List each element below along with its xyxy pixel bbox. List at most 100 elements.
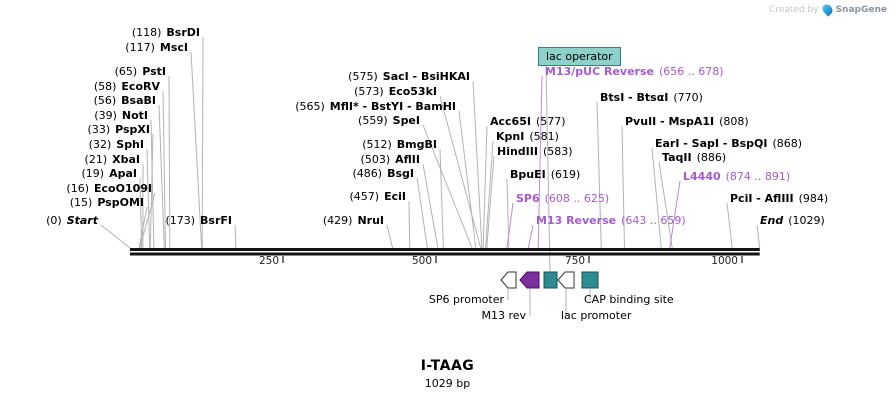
cap-binding-site-box[interactable] bbox=[581, 271, 599, 289]
enzyme-position: (58) bbox=[93, 80, 117, 93]
enzyme-label-sp6[interactable]: SP6 (608 .. 625) bbox=[516, 193, 609, 205]
feature-caption-cap-binding-site[interactable]: CAP binding site bbox=[584, 293, 674, 306]
lac-operator-leader-line bbox=[545, 64, 551, 272]
enzyme-label-pcii-afliii[interactable]: PciI - AflIII (984) bbox=[730, 193, 828, 205]
enzyme-position: (118) bbox=[131, 26, 162, 39]
enzyme-position: (608 .. 625) bbox=[544, 192, 610, 205]
leader-line bbox=[658, 161, 673, 249]
enzyme-label-m13-puc-reverse[interactable]: M13/pUC Reverse (656 .. 678) bbox=[545, 66, 724, 78]
enzyme-name: SpeI bbox=[392, 114, 420, 127]
sp6-promoter-arrow[interactable] bbox=[500, 271, 517, 289]
enzyme-label-kpni[interactable]: KpnI (581) bbox=[496, 131, 559, 143]
leader-line bbox=[482, 125, 488, 249]
enzyme-label-start[interactable]: (0) Start bbox=[46, 215, 98, 227]
enzyme-name: HindIII bbox=[497, 145, 538, 158]
enzyme-name: EciI bbox=[384, 190, 406, 203]
enzyme-position: (573) bbox=[354, 85, 384, 98]
enzyme-label-noti[interactable]: (39) NotI bbox=[94, 110, 148, 122]
enzyme-label-bsrfi[interactable]: (173) BsrFI bbox=[165, 215, 232, 227]
enzyme-label-spei[interactable]: (559) SpeI bbox=[358, 115, 420, 127]
enzyme-label-btsi-bts-i[interactable]: BtsI - BtsαI (770) bbox=[600, 92, 703, 104]
enzyme-position: (559) bbox=[358, 114, 388, 127]
feature-caption-sp6-promoter[interactable]: SP6 promoter bbox=[428, 293, 504, 306]
enzyme-position: (1029) bbox=[788, 214, 825, 227]
enzyme-name: NotI bbox=[121, 109, 148, 122]
enzyme-label-xbai[interactable]: (21) XbaI bbox=[85, 154, 140, 166]
enzyme-label-psti[interactable]: (65) PstI bbox=[115, 66, 166, 78]
feature-caption-m13-rev[interactable]: M13 rev bbox=[481, 309, 526, 322]
enzyme-name: Eco53kI bbox=[388, 85, 437, 98]
leader-line bbox=[439, 95, 482, 249]
credit-prefix-text: Created by bbox=[769, 4, 819, 15]
enzyme-name: SacI - BsiHKAI bbox=[382, 70, 470, 83]
enzyme-label-mfli-bstyi-bamhi[interactable]: (565) MflI* - BstYI - BamHI bbox=[295, 101, 456, 113]
enzyme-label-eco53ki[interactable]: (573) Eco53kI bbox=[354, 86, 437, 98]
leader-line bbox=[201, 36, 204, 249]
enzyme-position: (39) bbox=[94, 109, 117, 122]
enzyme-label-saci-bsihkai[interactable]: (575) SacI - BsiHKAI bbox=[348, 71, 470, 83]
leader-line bbox=[416, 177, 428, 249]
enzyme-position: (503) bbox=[360, 153, 391, 166]
enzyme-label-taqii[interactable]: TaqII (886) bbox=[662, 152, 726, 164]
enzyme-name: EarI - SapI - BspQI bbox=[655, 137, 768, 150]
enzyme-label-end[interactable]: End (1029) bbox=[760, 215, 825, 227]
lac-operator-box[interactable] bbox=[543, 271, 558, 289]
snapgene-credit: Created by SnapGene bbox=[769, 2, 887, 17]
title-block: I-TAAG 1029 bp bbox=[0, 358, 895, 390]
ruler-tick-label: 1000 bbox=[711, 255, 738, 267]
enzyme-label-msci[interactable]: (117) MscI bbox=[125, 42, 188, 54]
leader-line bbox=[537, 75, 543, 249]
enzyme-label-bsgi[interactable]: (486) BsgI bbox=[353, 168, 415, 180]
enzyme-label-ecii[interactable]: (457) EciI bbox=[350, 191, 407, 203]
leader-line bbox=[146, 148, 151, 249]
enzyme-label-acc65i[interactable]: Acc65I (577) bbox=[490, 116, 566, 128]
enzyme-name: M13 Reverse bbox=[536, 214, 617, 227]
leader-line bbox=[190, 51, 203, 249]
enzyme-name: XbaI bbox=[112, 153, 140, 166]
enzyme-name: SP6 bbox=[516, 192, 540, 205]
enzyme-label-pspxi[interactable]: (33) PspXI bbox=[88, 124, 150, 136]
leader-line bbox=[386, 224, 394, 249]
enzyme-label-bmgbi[interactable]: (512) BmgBI bbox=[362, 139, 437, 151]
leader-line bbox=[168, 75, 171, 249]
enzyme-label-ecoo109i[interactable]: (16) EcoO109I bbox=[66, 183, 152, 195]
enzyme-label-nrui[interactable]: (429) NruI bbox=[323, 215, 384, 227]
enzyme-position: (808) bbox=[719, 115, 749, 128]
enzyme-label-bsabi[interactable]: (56) BsaBI bbox=[94, 95, 156, 107]
enzyme-label-eari-sapi-bspqi[interactable]: EarI - SapI - BspQI (868) bbox=[655, 138, 802, 150]
enzyme-label-bpuei[interactable]: BpuEI (619) bbox=[510, 169, 580, 181]
enzyme-label-apai[interactable]: (19) ApaI bbox=[82, 168, 138, 180]
enzyme-name: TaqII bbox=[662, 151, 692, 164]
leader-line bbox=[621, 125, 625, 249]
leader-line bbox=[150, 119, 155, 249]
enzyme-position: (173) bbox=[165, 214, 196, 227]
enzyme-name: BtsI - BtsαI bbox=[600, 91, 669, 104]
enzyme-label-aflii[interactable]: (503) AflII bbox=[361, 154, 420, 166]
enzyme-label-bsrdi[interactable]: (118) BsrDI bbox=[132, 27, 200, 39]
m13-rev-arrow[interactable] bbox=[519, 271, 540, 289]
leader-line bbox=[138, 206, 148, 249]
enzyme-label-hindiii[interactable]: HindIII (583) bbox=[497, 146, 573, 158]
leader-line bbox=[506, 202, 514, 249]
enzyme-name: NruI bbox=[357, 214, 384, 227]
enzyme-label-sphi[interactable]: (32) SphI bbox=[89, 139, 144, 151]
lac-promoter-arrow[interactable] bbox=[557, 271, 575, 289]
enzyme-position: (21) bbox=[84, 153, 108, 166]
enzyme-position: (577) bbox=[535, 115, 566, 128]
enzyme-label-ecorv[interactable]: (58) EcoRV bbox=[94, 81, 160, 93]
lac-operator-label[interactable]: lac operator bbox=[538, 47, 621, 66]
enzyme-position: (643 .. 659) bbox=[621, 214, 686, 227]
enzyme-label-l4440[interactable]: L4440 (874 .. 891) bbox=[683, 171, 790, 183]
enzyme-position: (33) bbox=[87, 123, 111, 136]
snapgene-logo-icon bbox=[820, 2, 835, 17]
feature-caption-lac-promoter[interactable]: lac promoter bbox=[561, 309, 632, 322]
enzyme-position: (32) bbox=[88, 138, 112, 151]
enzyme-label-m13-reverse[interactable]: M13 Reverse (643 .. 659) bbox=[536, 215, 686, 227]
enzyme-label-pvuii-mspa1i[interactable]: PvuII - MspA1I (808) bbox=[625, 116, 749, 128]
leader-line bbox=[439, 148, 444, 249]
enzyme-label-pspomi[interactable]: (15) PspOMI bbox=[70, 197, 144, 209]
enzyme-position: (16) bbox=[66, 182, 89, 195]
enzyme-position: (429) bbox=[322, 214, 353, 227]
leader-line bbox=[596, 101, 602, 249]
